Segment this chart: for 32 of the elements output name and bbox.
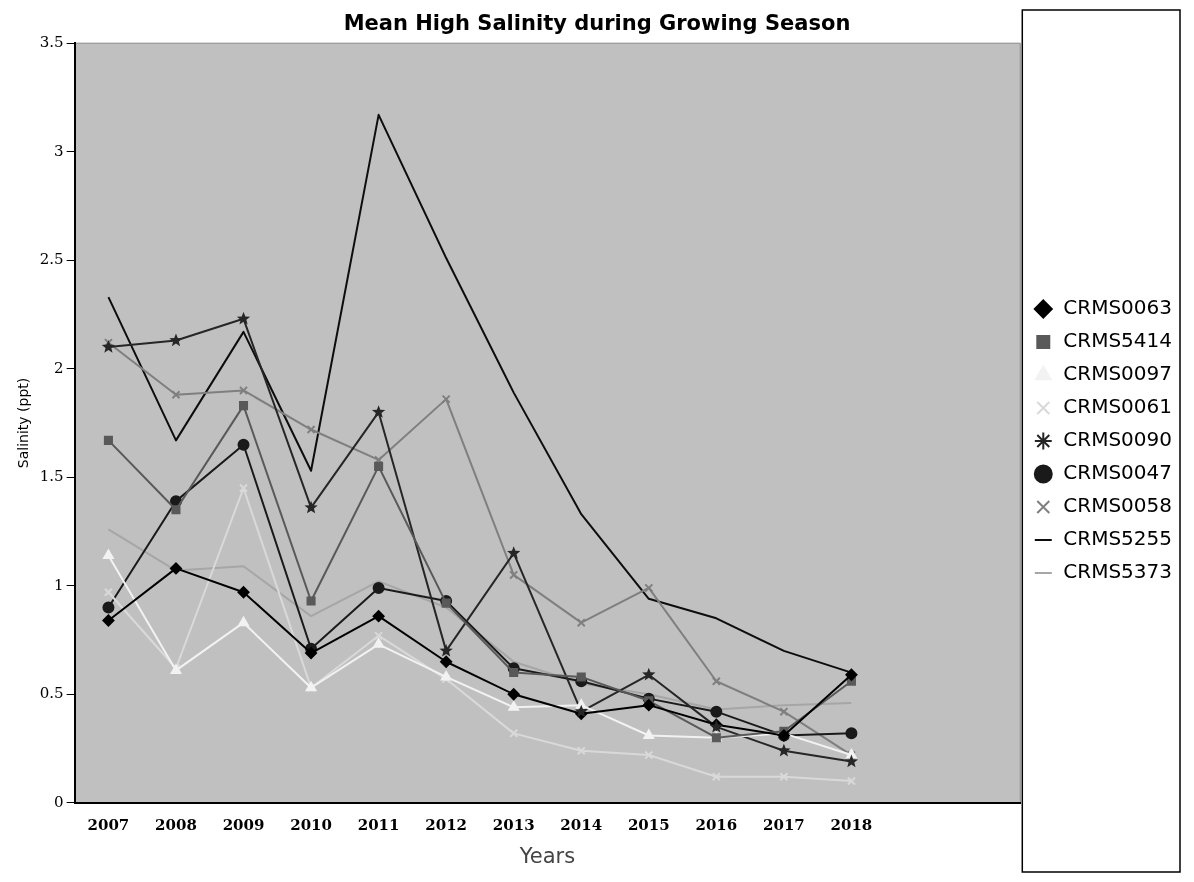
x-tick-label: 2007 xyxy=(87,815,130,834)
legend-label: CRMS5414 xyxy=(1063,328,1173,353)
legend-label: CRMS0097 xyxy=(1063,361,1173,386)
legend-label: CRMS0058 xyxy=(1063,493,1173,518)
x-tick-label: 2014 xyxy=(560,815,603,834)
y-tick-label: 3.5 xyxy=(39,33,64,52)
x-tick-label: 2016 xyxy=(695,815,738,834)
x-tick-label: 2017 xyxy=(763,815,805,834)
y-tick-label: 1.5 xyxy=(39,467,64,486)
legend-label: CRMS5255 xyxy=(1063,526,1173,551)
chart-title: Mean High Salinity during Growing Season xyxy=(343,11,851,36)
y-axis-title: Salinity (ppt) xyxy=(15,377,32,469)
x-tick-label: 2013 xyxy=(492,815,535,834)
x-tick-label: 2012 xyxy=(425,815,468,834)
y-tick-label: 0 xyxy=(54,792,64,811)
x-tick-label: 2011 xyxy=(357,815,400,834)
x-tick-label: 2009 xyxy=(222,815,265,834)
legend-label: CRMS0047 xyxy=(1063,460,1173,485)
y-tick-label: 1 xyxy=(54,575,64,594)
x-axis-title: Years xyxy=(518,843,576,868)
x-tick-label: 2008 xyxy=(155,815,197,834)
legend-label: CRMS5373 xyxy=(1063,559,1173,584)
y-tick-label: 2 xyxy=(54,358,64,377)
y-tick-label: 3 xyxy=(54,141,64,160)
x-tick-label: 2010 xyxy=(290,815,332,834)
legend-label: CRMS0063 xyxy=(1063,295,1173,320)
x-tick-label: 2015 xyxy=(627,815,670,834)
legend-label: CRMS0061 xyxy=(1063,394,1173,419)
x-tick-label: 2018 xyxy=(830,815,873,834)
legend-label: CRMS0090 xyxy=(1063,427,1173,452)
y-tick-label: 0.5 xyxy=(39,684,64,703)
y-tick-label: 2.5 xyxy=(39,250,64,269)
